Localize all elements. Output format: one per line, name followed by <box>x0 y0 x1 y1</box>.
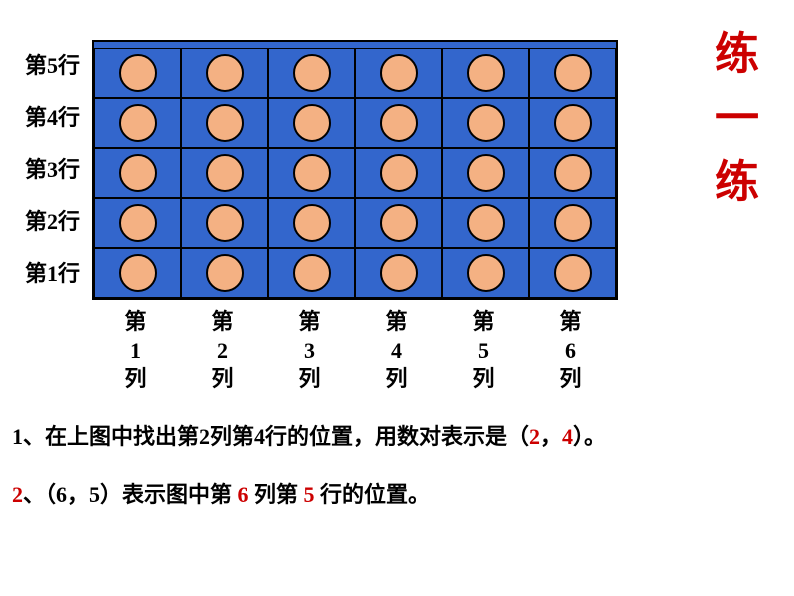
q2-ans2: 5 <box>304 482 315 507</box>
q2-num: 2 <box>12 482 23 507</box>
grid-cell <box>94 148 181 198</box>
grid-cell <box>181 48 268 98</box>
q1-suffix: ）。 <box>573 424 606 449</box>
circle-marker <box>554 104 592 142</box>
row-label-5: 第5行 <box>20 40 92 92</box>
grid-cell <box>268 248 355 298</box>
circle-marker <box>380 154 418 192</box>
grid-cell <box>94 248 181 298</box>
circle-marker <box>467 254 505 292</box>
circle-marker <box>554 204 592 242</box>
circle-marker <box>467 54 505 92</box>
grid-row <box>94 98 616 148</box>
grid-cell <box>355 48 442 98</box>
circle-marker <box>293 54 331 92</box>
circle-marker <box>380 104 418 142</box>
grid-cell <box>529 248 616 298</box>
circle-marker <box>380 254 418 292</box>
q1-prefix: 1、在上图中找出第2列第4行的位置，用数对表示是（ <box>12 424 529 449</box>
grid-cell <box>442 248 529 298</box>
grid-cell <box>268 48 355 98</box>
grid-cell <box>268 148 355 198</box>
circle-marker <box>206 154 244 192</box>
question-1: 1、在上图中找出第2列第4行的位置，用数对表示是（2，4）。 <box>12 420 606 453</box>
circle-marker <box>206 54 244 92</box>
question-2: 2、（6，5）表示图中第 6 列第 5 行的位置。 <box>12 478 606 511</box>
grid-cell <box>268 98 355 148</box>
circle-marker <box>380 204 418 242</box>
grid-cell <box>94 48 181 98</box>
circle-marker <box>119 104 157 142</box>
grid-cell <box>355 248 442 298</box>
q2-part3: 行的位置。 <box>315 482 431 507</box>
col-label: 第6列 <box>527 300 614 394</box>
circle-marker <box>467 204 505 242</box>
circle-marker <box>293 204 331 242</box>
circle-marker <box>206 204 244 242</box>
circle-marker <box>380 54 418 92</box>
circle-marker <box>206 254 244 292</box>
questions-area: 1、在上图中找出第2列第4行的位置，用数对表示是（2，4）。 2、（6，5）表示… <box>12 420 606 536</box>
q2-part1: 、（6，5）表示图中第 <box>23 482 238 507</box>
grid-cell <box>181 248 268 298</box>
grid-container: 第5行 第4行 第3行 第2行 第1行 第1列第2列第3列第4列第5列第6列 <box>20 40 618 394</box>
grid-cell <box>268 198 355 248</box>
grid-cell <box>181 198 268 248</box>
circle-marker <box>119 204 157 242</box>
circle-marker <box>293 154 331 192</box>
grid-cell <box>529 48 616 98</box>
col-label: 第4列 <box>353 300 440 394</box>
grid-area: 第5行 第4行 第3行 第2行 第1行 第1列第2列第3列第4列第5列第6列 <box>20 40 618 394</box>
circle-marker <box>119 254 157 292</box>
circle-marker <box>206 104 244 142</box>
col-label: 第1列 <box>92 300 179 394</box>
q2-part2: 列第 <box>249 482 304 507</box>
grid-cell <box>355 198 442 248</box>
grid-cell <box>355 98 442 148</box>
grid-cell <box>529 148 616 198</box>
circle-marker <box>554 154 592 192</box>
circle-marker <box>554 254 592 292</box>
grid-row <box>94 148 616 198</box>
circle-marker <box>119 154 157 192</box>
q1-ans1: 2 <box>529 424 540 449</box>
grid-cell <box>181 98 268 148</box>
q1-ans2: 4 <box>562 424 573 449</box>
grid-cell <box>442 148 529 198</box>
col-label: 第2列 <box>179 300 266 394</box>
col-labels: 第1列第2列第3列第4列第5列第6列 <box>92 300 618 394</box>
row-label-4: 第4行 <box>20 92 92 144</box>
col-label: 第5列 <box>440 300 527 394</box>
grid-cells <box>92 40 618 300</box>
row-label-2: 第2行 <box>20 196 92 248</box>
circle-marker <box>293 104 331 142</box>
q1-comma: ， <box>540 424 562 449</box>
circle-marker <box>293 254 331 292</box>
grid-cell <box>529 98 616 148</box>
col-label: 第3列 <box>266 300 353 394</box>
row-label-1: 第1行 <box>20 248 92 300</box>
grid-cell <box>442 198 529 248</box>
row-label-3: 第3行 <box>20 144 92 196</box>
grid-cell <box>442 98 529 148</box>
circle-marker <box>554 54 592 92</box>
grid-row <box>94 198 616 248</box>
grid-cell <box>355 148 442 198</box>
grid-row <box>94 248 616 298</box>
grid-cell <box>94 198 181 248</box>
grid-cell <box>181 148 268 198</box>
circle-marker <box>467 154 505 192</box>
grid-cell <box>529 198 616 248</box>
q2-ans1: 6 <box>238 482 249 507</box>
grid-cell <box>442 48 529 98</box>
grid-row <box>94 48 616 98</box>
circle-marker <box>119 54 157 92</box>
grid-cell <box>94 98 181 148</box>
practice-title: 练一练 <box>700 30 764 222</box>
circle-marker <box>467 104 505 142</box>
